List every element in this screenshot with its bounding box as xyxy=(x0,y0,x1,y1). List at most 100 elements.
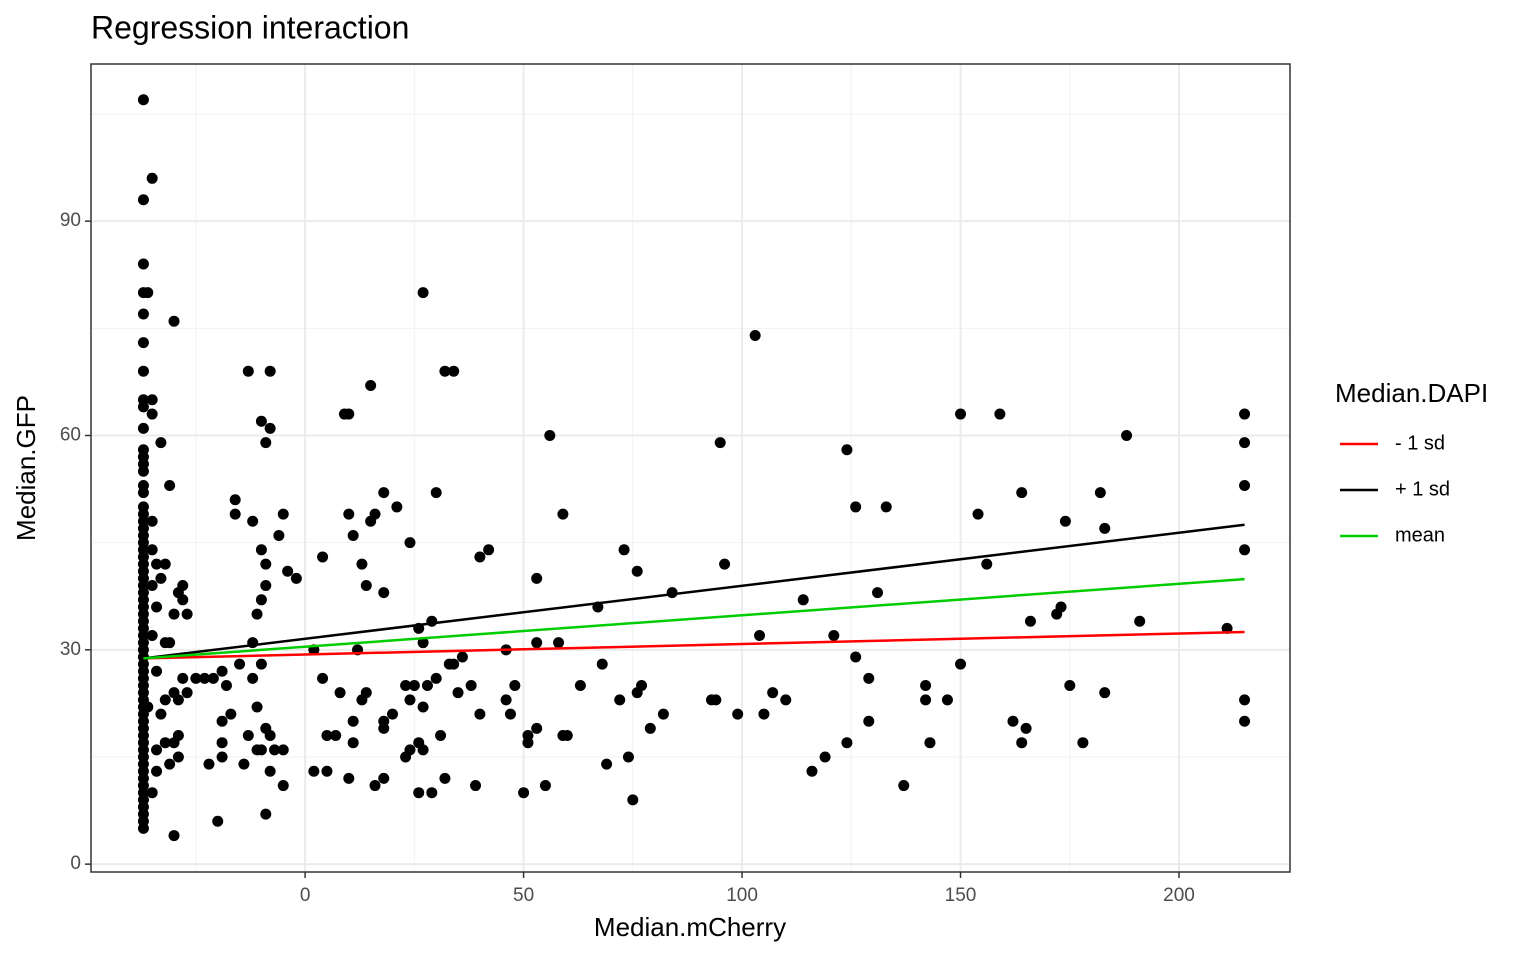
point xyxy=(146,408,158,420)
point xyxy=(247,672,259,684)
point xyxy=(400,680,412,692)
point xyxy=(981,558,993,570)
point xyxy=(181,687,193,699)
point xyxy=(255,594,267,606)
point xyxy=(290,572,302,584)
point xyxy=(430,487,442,499)
point xyxy=(347,530,359,542)
point xyxy=(216,737,228,749)
point xyxy=(264,730,276,742)
point xyxy=(177,672,189,684)
point xyxy=(601,758,613,770)
point xyxy=(483,544,495,556)
point xyxy=(636,680,648,692)
y-tick-label: 30 xyxy=(60,639,81,660)
point xyxy=(181,608,193,620)
regression-line xyxy=(143,630,1245,660)
point xyxy=(622,751,634,763)
point xyxy=(452,687,464,699)
point xyxy=(1239,544,1251,556)
point xyxy=(850,651,862,663)
point xyxy=(1020,722,1032,734)
point xyxy=(531,722,543,734)
point xyxy=(1064,680,1076,692)
point xyxy=(544,429,556,441)
point xyxy=(137,465,149,477)
point xyxy=(378,772,390,784)
point xyxy=(1094,487,1106,499)
point xyxy=(255,415,267,427)
point xyxy=(627,794,639,806)
point xyxy=(828,630,840,642)
point xyxy=(216,751,228,763)
point xyxy=(518,787,530,799)
point xyxy=(172,694,184,706)
point xyxy=(531,572,543,584)
y-axis-label: Median.GFP xyxy=(11,395,41,541)
point xyxy=(264,365,276,377)
point xyxy=(439,365,451,377)
point xyxy=(657,708,669,720)
point xyxy=(1121,429,1133,441)
point xyxy=(618,544,630,556)
point xyxy=(155,437,167,449)
point xyxy=(203,758,215,770)
point xyxy=(1239,437,1251,449)
point xyxy=(137,337,149,349)
point xyxy=(146,630,158,642)
point xyxy=(404,744,416,756)
point xyxy=(819,751,831,763)
point xyxy=(137,194,149,206)
point xyxy=(557,508,569,520)
point xyxy=(758,708,770,720)
x-tick-label: 150 xyxy=(945,885,977,906)
point xyxy=(212,815,224,827)
point xyxy=(1007,715,1019,727)
point xyxy=(378,487,390,499)
point xyxy=(356,558,368,570)
point xyxy=(146,580,158,592)
point xyxy=(465,680,477,692)
point xyxy=(347,715,359,727)
point xyxy=(137,94,149,106)
y-tick-label: 60 xyxy=(60,425,81,446)
point xyxy=(749,329,761,341)
point xyxy=(264,765,276,777)
point xyxy=(255,658,267,670)
point xyxy=(321,730,333,742)
point xyxy=(841,444,853,456)
point xyxy=(343,772,355,784)
point xyxy=(448,658,460,670)
point xyxy=(710,694,722,706)
point xyxy=(260,808,272,820)
point xyxy=(435,730,447,742)
point xyxy=(242,365,254,377)
point xyxy=(172,751,184,763)
point xyxy=(282,565,294,577)
point xyxy=(168,830,180,842)
point xyxy=(277,508,289,520)
point xyxy=(1059,515,1071,527)
point xyxy=(404,694,416,706)
point xyxy=(872,587,884,599)
point xyxy=(216,715,228,727)
point xyxy=(234,658,246,670)
point xyxy=(142,287,154,299)
point xyxy=(994,408,1006,420)
point xyxy=(596,658,608,670)
point xyxy=(522,737,534,749)
point xyxy=(146,394,158,406)
point xyxy=(417,701,429,713)
point xyxy=(168,608,180,620)
point xyxy=(644,722,656,734)
point xyxy=(137,258,149,270)
point xyxy=(500,694,512,706)
point xyxy=(146,544,158,556)
point xyxy=(238,758,250,770)
point xyxy=(1239,408,1251,420)
point xyxy=(404,537,416,549)
point xyxy=(539,780,551,792)
point xyxy=(365,379,377,391)
point xyxy=(378,587,390,599)
